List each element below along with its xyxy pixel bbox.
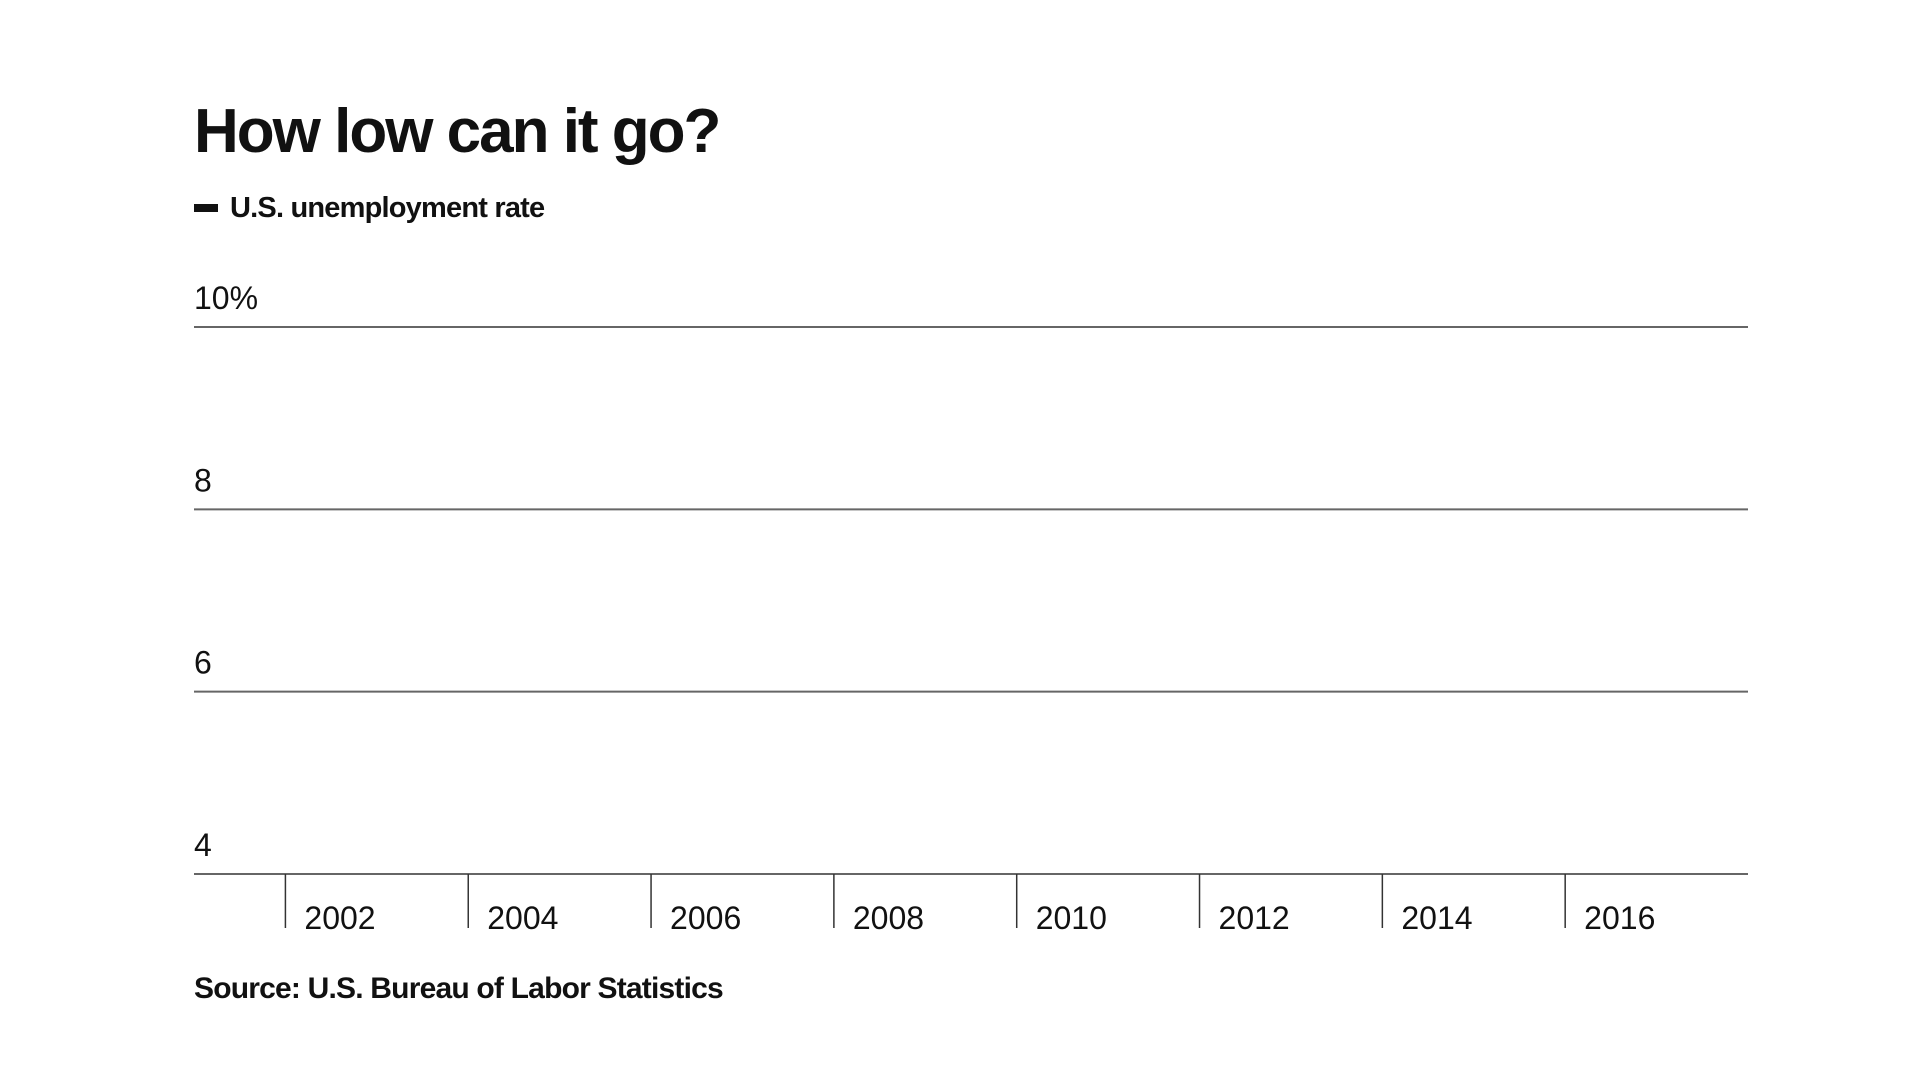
x-axis-ticks: [284, 874, 1566, 928]
x-tick-label: 2004: [487, 900, 558, 936]
y-tick-label: 10%: [194, 280, 258, 316]
y-tick-label: 4: [194, 827, 212, 863]
source-note: Source: U.S. Bureau of Labor Statistics: [194, 972, 724, 1005]
x-tick-label: 2014: [1401, 900, 1472, 936]
legend: U.S. unemployment rate: [194, 188, 545, 228]
y-tick-label: 8: [194, 462, 212, 498]
x-tick-label: 2002: [304, 900, 375, 936]
legend-swatch: [194, 204, 218, 212]
y-tick-label: 6: [194, 645, 212, 681]
x-tick-label: 2008: [853, 900, 924, 936]
y-axis-tick-labels: 10% 8 6 4: [194, 280, 258, 863]
chart-title: How low can it go?: [194, 97, 721, 166]
legend-label: U.S. unemployment rate: [230, 191, 545, 224]
x-axis-tick-labels: 2002 2004 2006 2008 2010 2012 2014 2016: [304, 900, 1655, 936]
x-tick-label: 2012: [1219, 900, 1290, 936]
gridlines: [194, 326, 1748, 875]
x-tick-label: 2016: [1584, 900, 1655, 936]
x-tick-label: 2006: [670, 900, 741, 936]
x-tick-label: 2010: [1036, 900, 1107, 936]
